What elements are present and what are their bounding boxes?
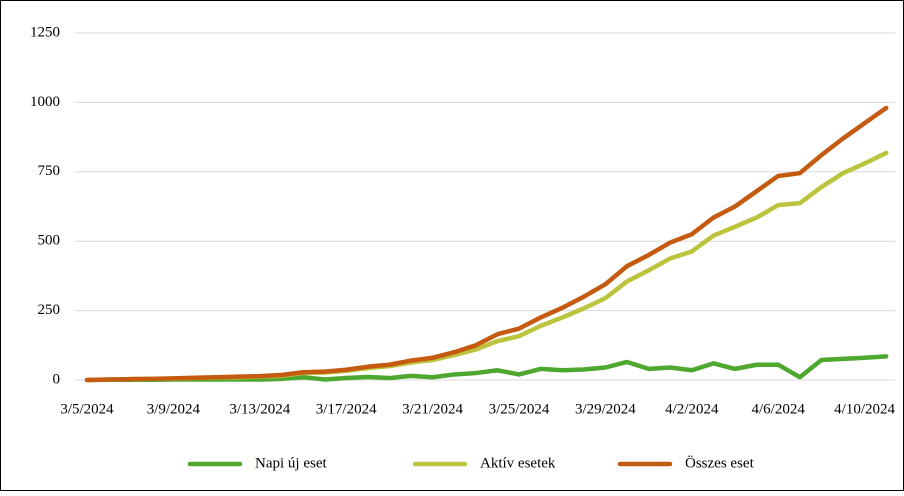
legend-label: Napi új eset (255, 455, 327, 471)
x-tick-label: 4/2/2024 (665, 401, 719, 417)
x-tick-label: 3/21/2024 (402, 401, 463, 417)
x-tick-label: 3/5/2024 (60, 401, 114, 417)
x-tick-label: 3/29/2024 (575, 401, 636, 417)
y-tick-label: 1000 (30, 94, 60, 110)
x-tick-label: 3/25/2024 (489, 401, 550, 417)
x-tick-label: 4/10/2024 (834, 401, 895, 417)
y-tick-label: 0 (53, 371, 61, 387)
x-tick-label: 3/17/2024 (316, 401, 377, 417)
series-line (84, 105, 889, 383)
x-tick-label: 4/6/2024 (752, 401, 806, 417)
y-tick-label: 1250 (30, 24, 60, 40)
x-tick-label: 3/13/2024 (229, 401, 290, 417)
x-tick-label: 3/9/2024 (147, 401, 201, 417)
y-tick-label: 250 (38, 302, 61, 318)
y-tick-label: 750 (38, 163, 61, 179)
legend-label: Aktív esetek (480, 455, 556, 471)
legend-label: Összes eset (685, 454, 755, 471)
y-tick-label: 500 (38, 233, 61, 249)
